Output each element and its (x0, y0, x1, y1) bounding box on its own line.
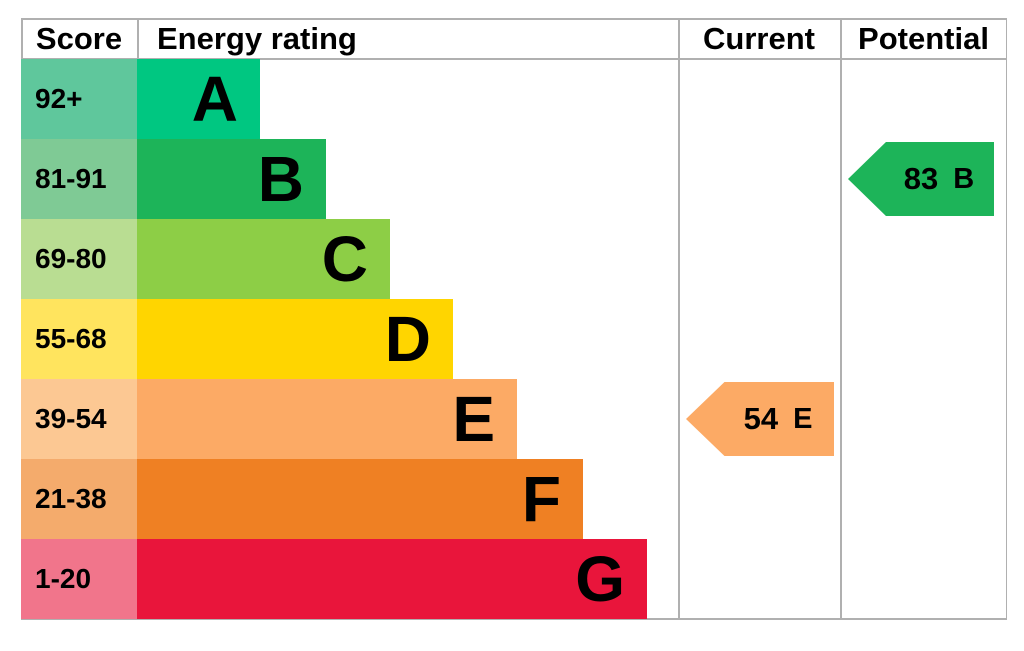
current-column-divider (678, 18, 680, 619)
rating-table: Score Energy rating Current Potential 92… (21, 18, 1007, 620)
band-row-d: 55-68 D (21, 299, 1007, 379)
potential-rating-value: 83 (903, 161, 939, 196)
band-bar-g: G (137, 539, 647, 619)
current-column-header: Current (703, 21, 815, 56)
band-rows: 92+ A 81-91 B 69-80 C 55-68 D 39-54 E 21-38 F 1-20 G (21, 59, 1007, 619)
band-row-c: 69-80 C (21, 219, 1007, 299)
score-range-c: 69-80 (21, 219, 137, 299)
band-bar-d: D (137, 299, 453, 379)
score-range-f: 21-38 (21, 459, 137, 539)
current-rating-band-letter: E (793, 402, 813, 435)
band-bar-b: B (137, 139, 326, 219)
band-row-f: 21-38 F (21, 459, 1007, 539)
table-left-border (21, 18, 23, 59)
score-column-divider (137, 18, 139, 59)
score-range-e: 39-54 (21, 379, 137, 459)
band-bar-f: F (137, 459, 583, 539)
score-range-a: 92+ (21, 59, 137, 139)
energy-rating-column-header: Energy rating (157, 21, 357, 56)
table-top-border (21, 18, 1007, 20)
band-row-e: 39-54 E (21, 379, 1007, 459)
potential-column-divider (840, 18, 842, 619)
band-bar-c: C (137, 219, 390, 299)
band-row-b: 81-91 B (21, 139, 1007, 219)
band-bar-e: E (137, 379, 517, 459)
score-range-b: 81-91 (21, 139, 137, 219)
score-range-g: 1-20 (21, 539, 137, 619)
potential-rating-band-letter: B (953, 162, 975, 195)
potential-column-header: Potential (858, 21, 989, 56)
score-range-d: 55-68 (21, 299, 137, 379)
band-bar-a: A (137, 59, 260, 139)
current-rating-value: 54 (743, 401, 779, 436)
band-row-g: 1-20 G (21, 539, 1007, 619)
score-column-header: Score (35, 21, 123, 56)
band-row-a: 92+ A (21, 59, 1007, 139)
header-bottom-border (21, 58, 1007, 60)
table-right-border (1005, 18, 1007, 619)
